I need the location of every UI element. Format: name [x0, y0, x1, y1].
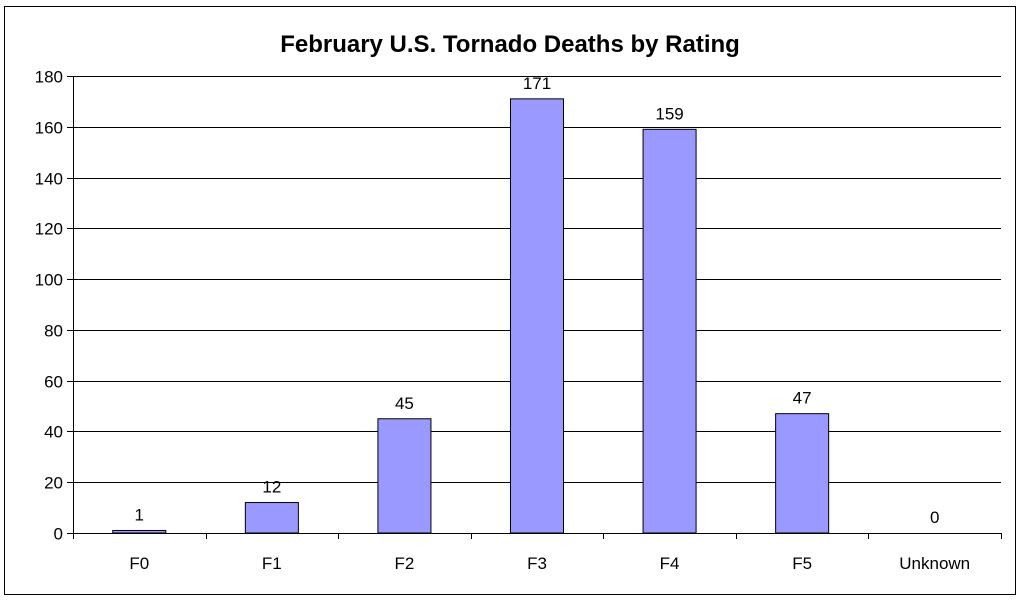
x-tick-label: F2 — [395, 554, 415, 573]
y-tick-label: 100 — [35, 271, 63, 290]
y-tick-label: 140 — [35, 170, 63, 189]
x-tick-label: F3 — [527, 554, 547, 573]
y-tick-label: 0 — [54, 525, 63, 544]
bar-value-label: 45 — [395, 394, 414, 413]
y-tick-label: 20 — [44, 474, 63, 493]
x-tick-label: Unknown — [899, 554, 970, 573]
bar-value-label: 0 — [930, 508, 939, 527]
bar-value-label: 47 — [793, 389, 812, 408]
y-tick-label: 180 — [35, 68, 63, 87]
y-tick-label: 160 — [35, 119, 63, 138]
bar — [244, 502, 299, 534]
bar-value-label: 171 — [523, 74, 551, 93]
x-tick-label: F5 — [792, 554, 812, 573]
y-tick-label: 40 — [44, 423, 63, 442]
bar — [642, 128, 697, 534]
y-tick-label: 120 — [35, 220, 63, 239]
x-tick-label: F0 — [129, 554, 149, 573]
x-tick-label: F4 — [660, 554, 680, 573]
data-labels: 1 12 45 171 159 47 0 — [135, 74, 940, 527]
chart-title: February U.S. Tornado Deaths by Rating — [280, 31, 740, 58]
bar-value-label: 159 — [655, 104, 683, 123]
bars — [112, 98, 830, 534]
x-tick-label: F1 — [262, 554, 282, 573]
bar — [112, 529, 167, 534]
y-tick-label: 80 — [44, 322, 63, 341]
bar — [509, 98, 565, 534]
bar-value-label: 12 — [262, 478, 281, 497]
bar — [377, 418, 432, 534]
y-tick-label: 60 — [44, 373, 63, 392]
bar — [775, 413, 830, 534]
bar-value-label: 1 — [135, 505, 144, 524]
